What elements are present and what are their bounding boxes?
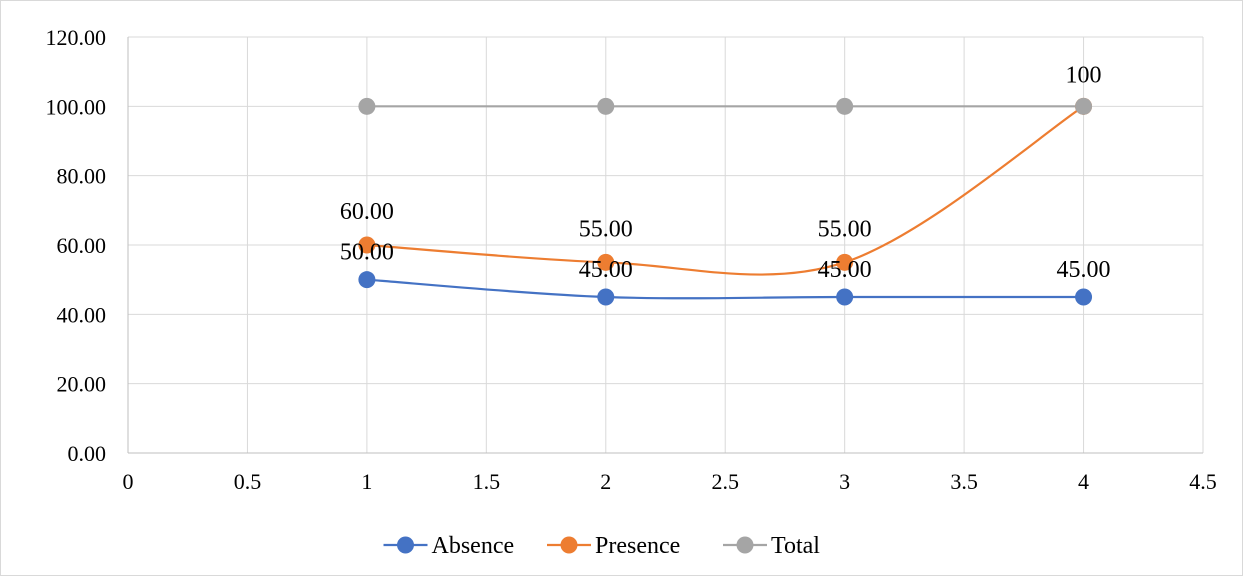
legend-marker-total <box>736 536 754 554</box>
data-point-total <box>836 97 854 115</box>
x-tick-label: 0.5 <box>234 469 262 494</box>
y-tick-label: 0.00 <box>68 441 107 466</box>
x-tick-label: 4.5 <box>1189 469 1217 494</box>
data-point-presence <box>358 236 376 254</box>
y-tick-label: 20.00 <box>57 372 107 397</box>
data-point-presence <box>597 253 615 271</box>
y-tick-label: 80.00 <box>57 164 107 189</box>
x-tick-label: 2 <box>600 469 611 494</box>
legend-label-presence: Presence <box>595 533 680 559</box>
data-label-absence: 45.00 <box>579 257 633 283</box>
data-point-total <box>1075 97 1093 115</box>
data-point-absence <box>836 288 854 306</box>
data-point-total <box>597 97 615 115</box>
y-tick-label: 120.00 <box>46 25 107 50</box>
data-label-absence: 45.00 <box>818 257 872 283</box>
legend-item-total: Total <box>723 533 820 559</box>
legend-marker-absence <box>397 536 414 554</box>
data-point-absence <box>597 288 615 306</box>
data-point-absence <box>358 271 376 289</box>
data-point-absence <box>1075 288 1093 306</box>
data-point-total <box>358 97 376 115</box>
data-label-presence: 55.00 <box>818 216 872 242</box>
series-line-presence <box>365 105 1085 276</box>
series-points <box>358 97 1093 306</box>
x-tick-label: 1 <box>361 469 372 494</box>
data-label-presence: 60.00 <box>340 199 394 225</box>
x-tick-label: 3 <box>839 469 850 494</box>
series-line-absence <box>365 278 1085 300</box>
data-label-total: 100 <box>1066 62 1102 88</box>
axes: 0.00 20.00 40.00 60.00 80.00 100.00 120.00 0 0.5… <box>46 25 1217 494</box>
x-tick-label: 3.5 <box>950 469 978 494</box>
data-label-presence: 55.00 <box>579 216 633 242</box>
legend-item-presence: Presence <box>547 533 680 559</box>
legend-label-absence: Absence <box>432 533 515 559</box>
legend-label-total: Total <box>771 533 820 559</box>
data-label-absence: 45.00 <box>1057 257 1111 283</box>
x-tick-label: 2.5 <box>711 469 739 494</box>
x-tick-label: 4 <box>1078 469 1089 494</box>
legend: Absence Presence Total <box>383 533 820 559</box>
data-labels: 50.00 45.00 45.00 45.00 60.00 55.00 55.00 100 <box>340 62 1111 283</box>
x-tick-label: 0 <box>123 469 134 494</box>
series-lines <box>365 105 1085 300</box>
x-tick-label: 1.5 <box>473 469 501 494</box>
legend-item-absence: Absence <box>383 533 515 559</box>
y-tick-label: 40.00 <box>57 302 107 327</box>
data-label-absence: 50.00 <box>340 240 394 266</box>
y-tick-label: 100.00 <box>46 94 107 119</box>
gridlines <box>128 36 1204 453</box>
legend-marker-presence <box>560 536 578 554</box>
y-tick-label: 60.00 <box>57 233 107 258</box>
data-point-presence <box>836 253 854 271</box>
